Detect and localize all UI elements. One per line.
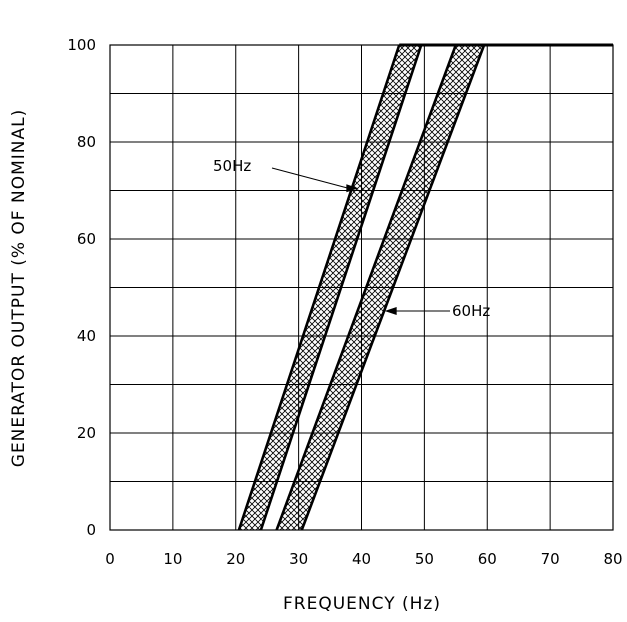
y-tick-label: 80 [77, 133, 96, 151]
band-60Hz [276, 45, 485, 530]
annotation-label: 60Hz [452, 302, 490, 320]
y-tick-label: 60 [77, 230, 96, 248]
x-tick-label: 70 [541, 550, 560, 568]
x-tick-label: 20 [226, 550, 245, 568]
band-edge-60Hz [300, 44, 486, 531]
x-tick-label: 0 [105, 550, 115, 568]
annotation-arrowhead [346, 184, 359, 193]
x-tick-label: 60 [478, 550, 497, 568]
annotation-arrow-line [271, 167, 349, 189]
x-tick-label: 10 [163, 550, 182, 568]
band-50Hz [238, 45, 422, 530]
x-tick-label: 50 [415, 550, 434, 568]
y-tick-label: 100 [67, 36, 96, 54]
annotations: 50Hz 60Hz [213, 157, 490, 320]
annotation-arrowhead [384, 307, 397, 315]
y-tick-label: 20 [77, 424, 96, 442]
grid [109, 44, 614, 531]
x-axis-title: FREQUENCY (Hz) [283, 594, 441, 614]
bands [237, 43, 613, 531]
y-tick-label: 40 [77, 327, 96, 345]
tick-labels: 0 10 20 30 40 50 60 70 80 0 20 40 60 80 100 [67, 36, 622, 568]
band-edge-60Hz [275, 44, 458, 531]
x-tick-label: 30 [289, 550, 308, 568]
band-edge-50Hz [237, 44, 401, 531]
plot-frame [109, 44, 614, 531]
y-axis-title: GENERATOR OUTPUT (% OF NOMINAL) [9, 109, 29, 467]
annotation-label: 50Hz [213, 157, 251, 175]
x-tick-label: 40 [352, 550, 371, 568]
x-tick-label: 80 [603, 550, 622, 568]
band-edge-50Hz [259, 44, 423, 531]
y-tick-label: 0 [86, 521, 96, 539]
